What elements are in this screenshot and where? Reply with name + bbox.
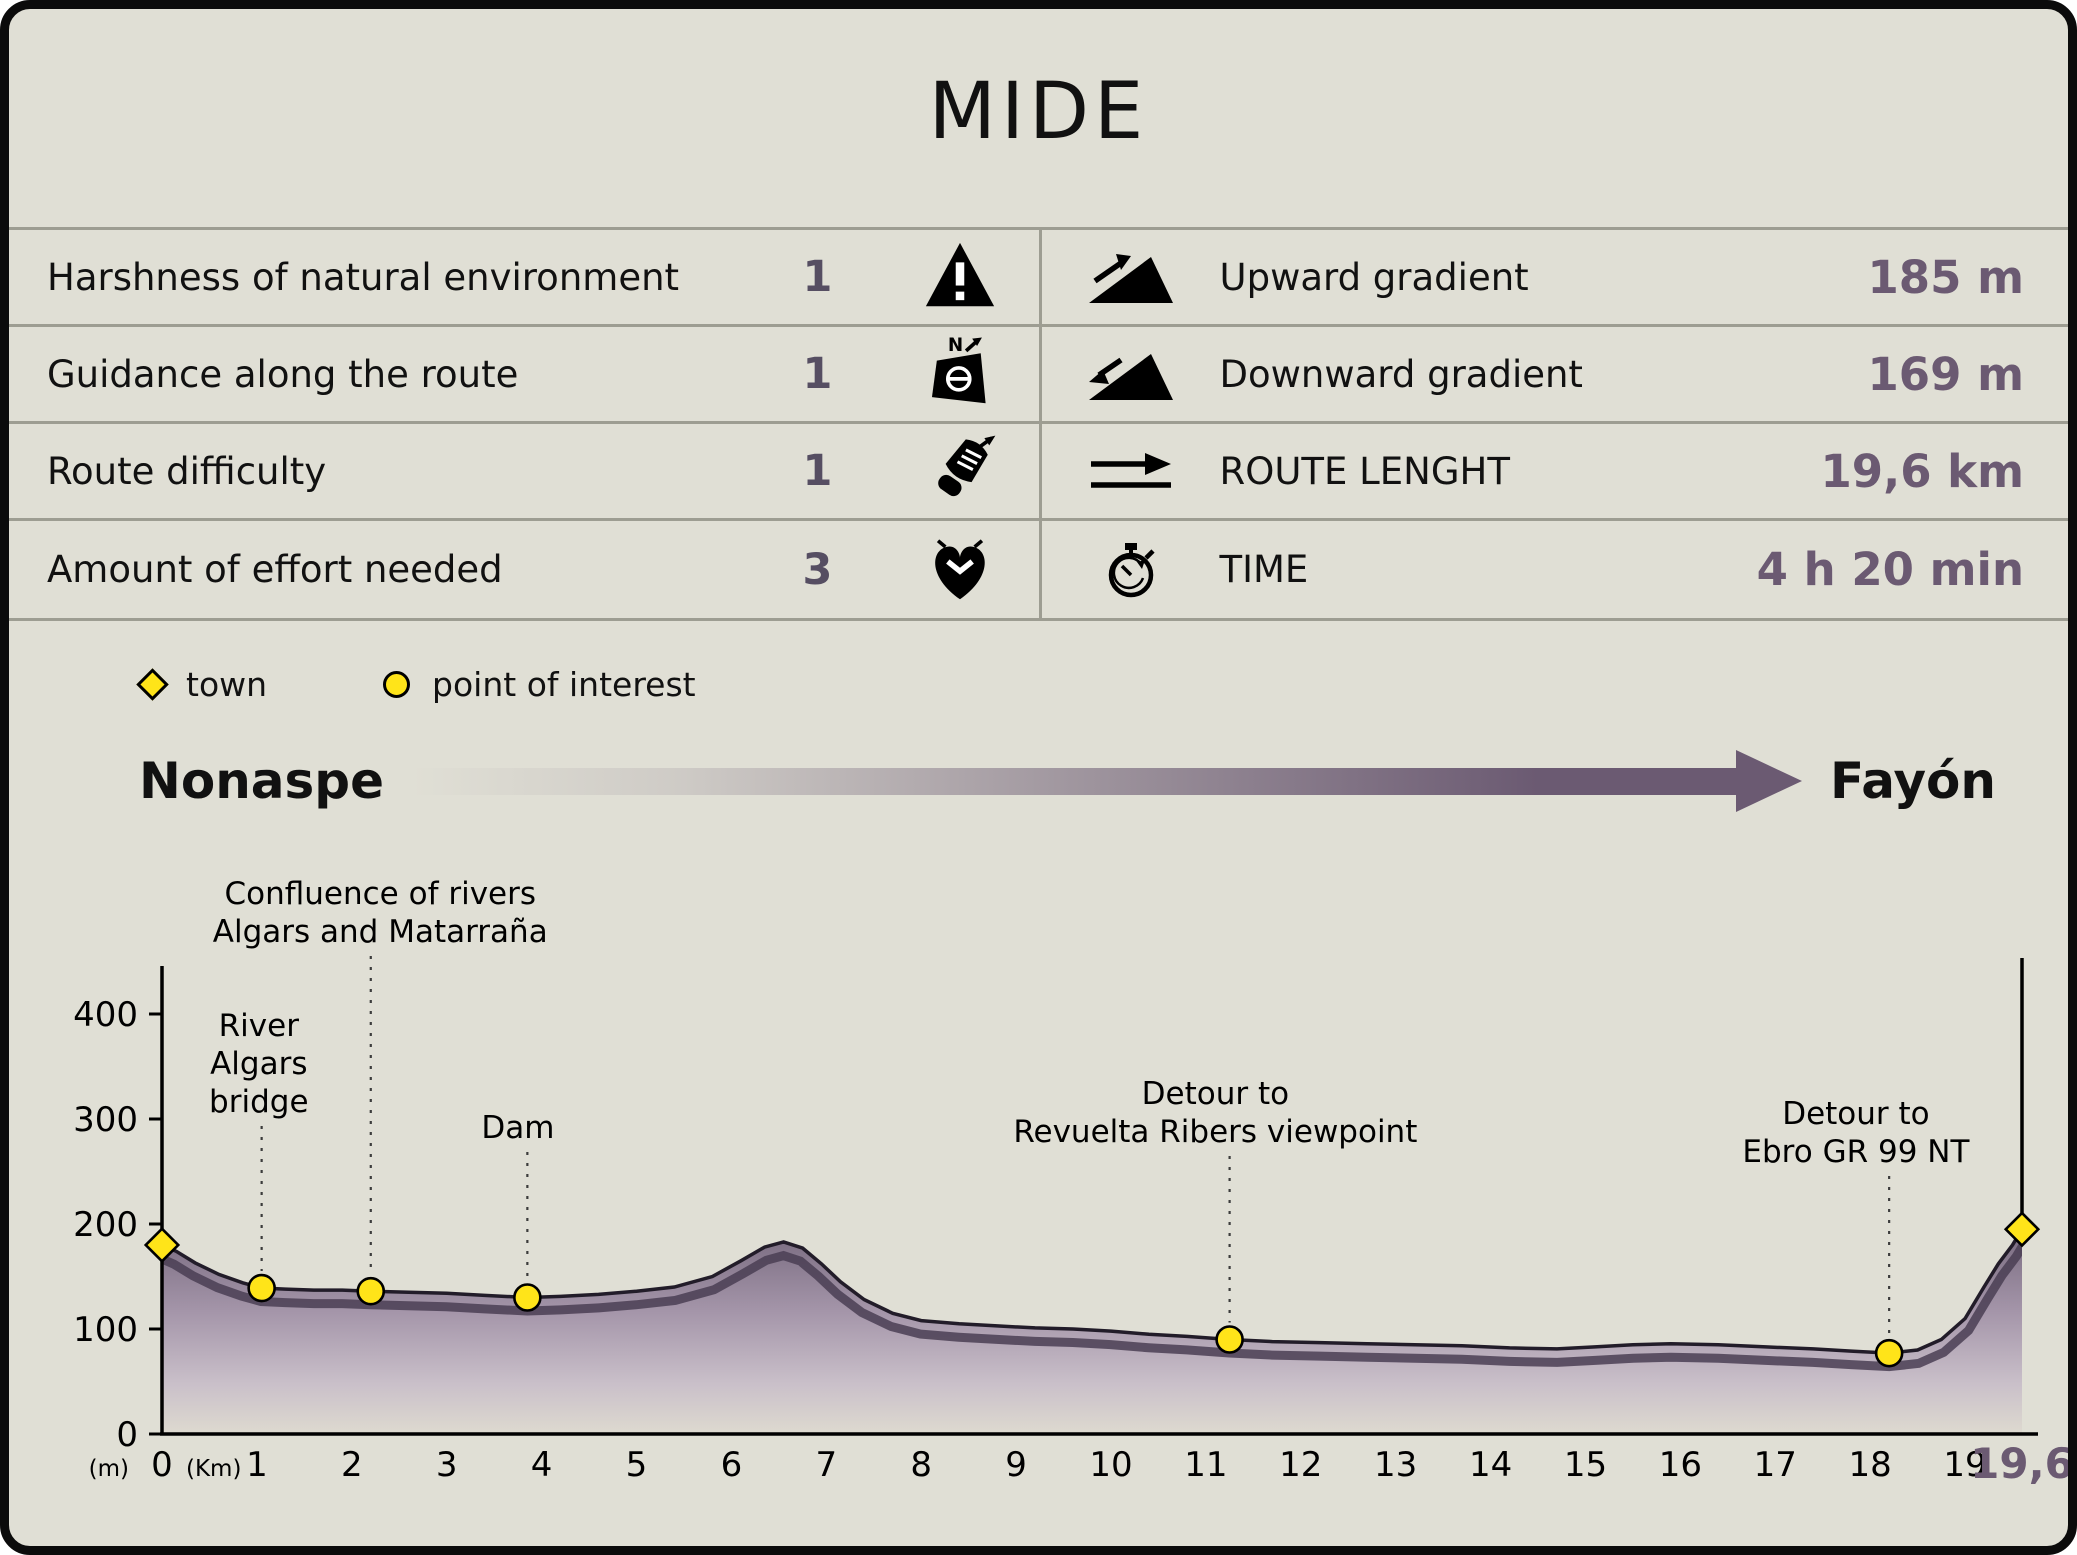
x-tick-label: 11 — [1184, 1445, 1227, 1485]
poi-label: River Algars bridge — [209, 1008, 308, 1120]
stat-value: 169 m — [1867, 347, 2025, 401]
stat-label: Downward gradient — [1219, 352, 1583, 396]
y-tick-label: 0 — [116, 1415, 138, 1455]
x-tick-label: 5 — [626, 1445, 648, 1485]
rating-label: Guidance along the route — [47, 352, 519, 396]
y-tick-label: 100 — [73, 1310, 138, 1350]
poi-marker — [1215, 1325, 1244, 1354]
x-tick-label: 9 — [1005, 1445, 1027, 1485]
legend-poi-label: point of interest — [432, 665, 696, 704]
x-tick-label: 16 — [1659, 1445, 1702, 1485]
y-tick-label: 400 — [73, 995, 138, 1035]
rating-value: 1 — [802, 252, 833, 302]
route-info-table: Harshness of natural environment 1 Guida… — [9, 227, 2068, 621]
x-tick-label: 1 — [246, 1445, 268, 1485]
elevation-profile-section: 0 100 200 300 400 0 1 2 3 4 5 6 7 8 9 10 11 12 13 14 15 16 17 1… — [9, 846, 2068, 1505]
chart-legend: town point of interest — [9, 621, 2068, 704]
svg-text:N: N — [947, 335, 962, 356]
stat-label: TIME — [1219, 548, 1309, 591]
x-tick-label: 8 — [910, 1445, 932, 1485]
poi-marker-icon — [383, 671, 411, 698]
route-length-icon — [1042, 439, 1220, 503]
x-unit-label: (Km) — [186, 1456, 241, 1482]
y-unit-label: (m) — [89, 1456, 129, 1482]
route-end-town: Fayón — [1830, 752, 1996, 810]
beating-heart-icon — [881, 531, 1039, 609]
stat-row-upward-gradient: Upward gradient 185 m — [1041, 230, 2068, 327]
x-tick-label: 2 — [341, 1445, 363, 1485]
compass-map-icon: N — [881, 335, 1039, 413]
town-marker — [2003, 1211, 2041, 1248]
rating-row-difficulty: Route difficulty 1 — [9, 424, 1039, 521]
rating-row-effort: Amount of effort needed 3 — [9, 521, 1039, 618]
x-tick-label: 7 — [815, 1445, 837, 1485]
boot-icon — [881, 432, 1039, 510]
stat-value: 185 m — [1867, 250, 2025, 304]
route-start-town: Nonaspe — [139, 752, 384, 810]
downward-gradient-icon — [1042, 342, 1220, 406]
x-tick-label: 12 — [1279, 1445, 1322, 1485]
y-tick-label: 300 — [73, 1100, 138, 1140]
x-end-label: 19,6 — [1970, 1439, 2072, 1488]
ratings-column: Harshness of natural environment 1 Guida… — [9, 230, 1039, 618]
poi-label: Detour to Revuelta Ribers viewpoint — [1013, 1076, 1417, 1150]
stat-row-downward-gradient: Downward gradient 169 m — [1041, 327, 2068, 424]
stat-row-time: TIME 4 h 20 min — [1042, 521, 2069, 618]
arrow-head — [1736, 750, 1803, 812]
y-tick-label: 200 — [73, 1205, 138, 1245]
legend-item-town: town — [136, 665, 268, 704]
stat-value: 19,6 km — [1820, 444, 2024, 498]
page-title: MIDE — [928, 67, 1149, 157]
stopwatch-icon — [1042, 538, 1220, 602]
town-marker — [143, 1226, 181, 1264]
warning-triangle-icon — [881, 238, 1039, 316]
poi-marker — [1874, 1338, 1904, 1368]
stat-label: Upward gradient — [1219, 255, 1529, 299]
rating-value: 3 — [802, 544, 833, 595]
x-tick-label: 3 — [436, 1445, 458, 1485]
arrow-shaft — [412, 767, 1737, 795]
x-tick-label: 15 — [1564, 1445, 1607, 1485]
x-tick-label: 4 — [531, 1445, 553, 1485]
rating-value: 1 — [802, 349, 833, 399]
route-direction-arrow — [412, 750, 1803, 812]
rating-label: Route difficulty — [47, 449, 327, 493]
x-tick-label: 17 — [1754, 1445, 1797, 1485]
town-marker-icon — [136, 668, 169, 701]
x-tick-label: 13 — [1374, 1445, 1417, 1485]
rating-value: 1 — [802, 446, 833, 496]
x-tick-label: 0 — [151, 1445, 173, 1485]
stat-value: 4 h 20 min — [1756, 543, 2024, 596]
poi-label: Detour to Ebro GR 99 NT — [1742, 1096, 1970, 1170]
rating-row-guidance: Guidance along the route 1 N — [9, 327, 1039, 424]
rating-row-harshness: Harshness of natural environment 1 — [9, 230, 1039, 327]
stat-label: ROUTE LENGHT — [1219, 449, 1510, 493]
rating-label: Harshness of natural environment — [47, 255, 680, 299]
legend-item-poi: point of interest — [383, 665, 696, 704]
x-tick-label: 14 — [1469, 1445, 1512, 1485]
route-direction: Nonaspe Fayón — [9, 704, 2068, 812]
upward-gradient-icon — [1042, 245, 1220, 309]
x-tick-label: 10 — [1089, 1445, 1132, 1485]
legend-town-label: town — [186, 665, 268, 704]
elevation-line — [161, 1228, 2024, 1355]
poi-label: Confluence of rivers Algars and Matarraña — [213, 876, 548, 950]
x-tick-label: 18 — [1849, 1445, 1892, 1485]
stats-column: Upward gradient 185 m Downward gradient … — [1038, 230, 2069, 618]
rating-label: Amount of effort needed — [47, 548, 503, 591]
stat-row-route-length: ROUTE LENGHT 19,6 km — [1041, 424, 2068, 521]
x-tick-label: 6 — [721, 1445, 743, 1485]
poi-marker — [247, 1273, 276, 1303]
poi-marker — [356, 1276, 386, 1306]
poi-label: Dam — [481, 1110, 554, 1146]
poi-marker — [513, 1283, 542, 1312]
x-tick-label: 19 — [1943, 1445, 1986, 1485]
